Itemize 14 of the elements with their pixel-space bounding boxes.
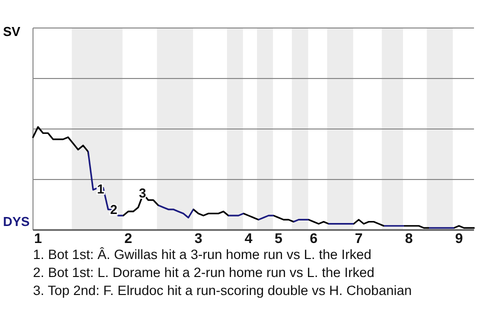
x-tick-label: 4 (244, 230, 253, 246)
x-tick-label: 5 (274, 230, 283, 246)
x-tick-label: 9 (455, 230, 464, 246)
x-tick-label: 1 (34, 230, 42, 246)
text: 1. Bot 1st: Â. Gwillas hit a 3-run home run vs L. the Irked (33, 247, 372, 262)
x-tick-label: 7 (354, 230, 363, 246)
text: SV (3, 24, 21, 39)
text: DYS (3, 214, 30, 229)
text: 3. Top 2nd: F. Elrudoc hit a run-scoring double vs H. Chobanian (33, 283, 412, 298)
x-tick-label: 3 (194, 230, 202, 246)
x-tick-label: 8 (404, 230, 413, 246)
x-tick-label: 6 (310, 230, 318, 246)
text: 2. Bot 1st: L. Dorame hit a 2-run home run vs L. the Irked (33, 265, 374, 280)
x-tick-label: 2 (124, 230, 132, 246)
